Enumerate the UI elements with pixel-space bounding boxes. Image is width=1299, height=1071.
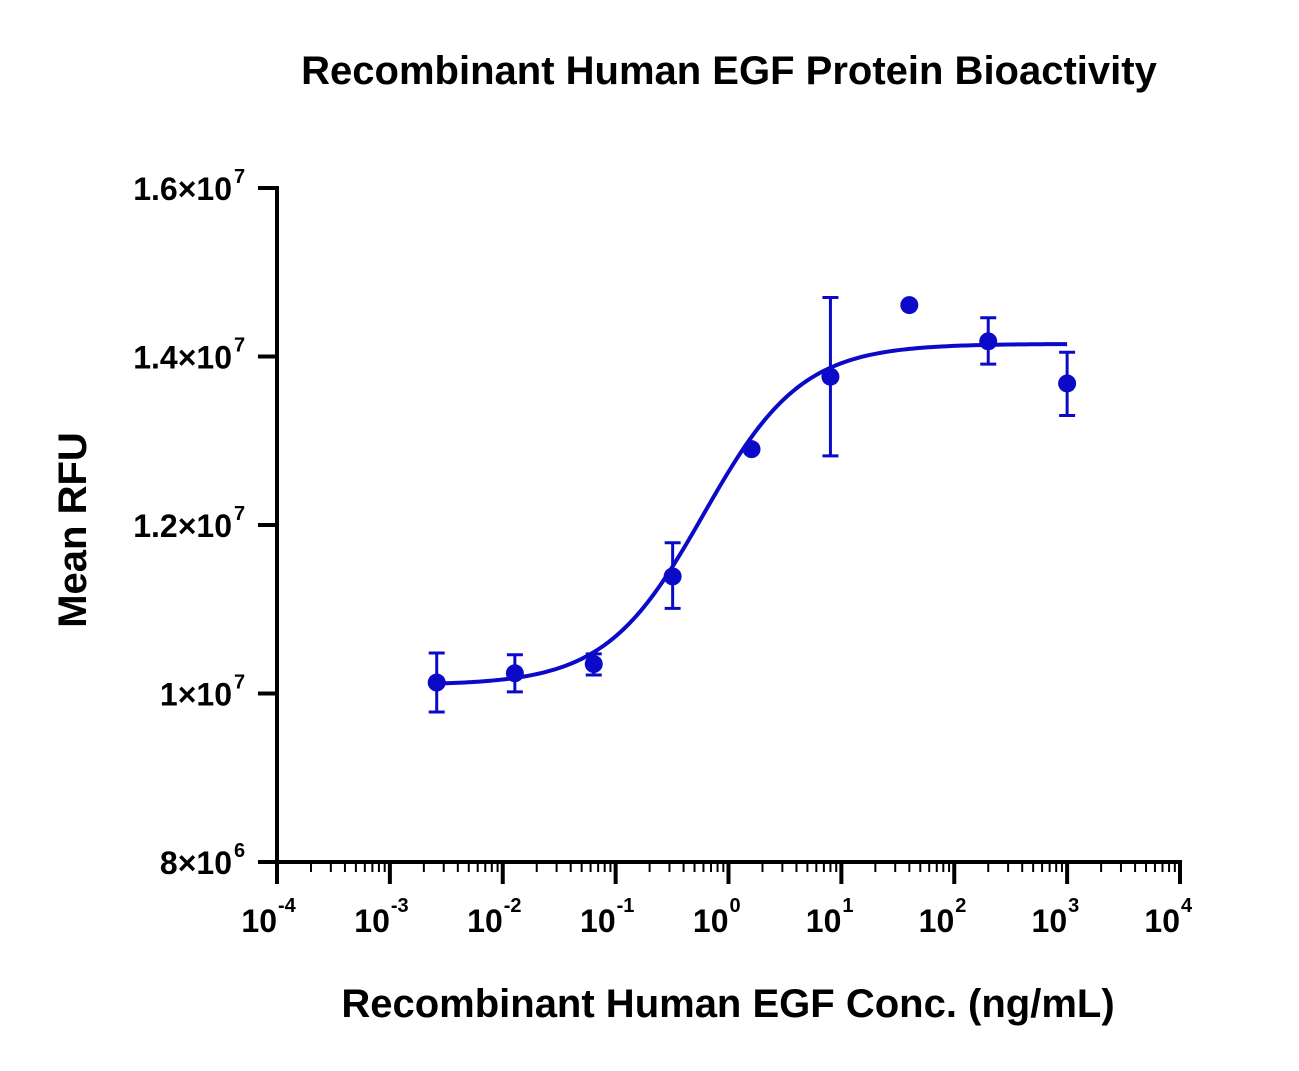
y-tick-exponent: 7 bbox=[234, 672, 245, 694]
x-tick-label: 10 bbox=[580, 903, 616, 939]
x-ticks: 10 -4 10 -3 10 -2 10 -1 10 0 10 1 10 2 10 3 10 4 bbox=[241, 862, 1193, 939]
fit-curve bbox=[436, 342, 1068, 686]
y-tick-label: 1×10 bbox=[160, 677, 232, 713]
x-tick-label: 10 bbox=[241, 903, 277, 939]
x-tick-label: 10 bbox=[806, 903, 842, 939]
y-tick-exponent: 7 bbox=[234, 503, 245, 525]
y-tick-exponent: 7 bbox=[234, 166, 245, 188]
y-axis-label: Mean RFU bbox=[51, 432, 95, 628]
x-tick-label: 10 bbox=[1144, 903, 1180, 939]
data-point bbox=[427, 673, 446, 692]
data-point bbox=[663, 567, 682, 586]
data-point bbox=[900, 296, 919, 315]
data-point bbox=[1058, 374, 1077, 393]
x-tick-exponent: -1 bbox=[617, 895, 635, 917]
y-tick-label: 8×10 bbox=[160, 845, 232, 881]
x-axis-label: Recombinant Human EGF Conc. (ng/mL) bbox=[341, 982, 1114, 1026]
x-tick-exponent: -3 bbox=[391, 895, 409, 917]
y-tick-label: 1.4×10 bbox=[133, 340, 232, 376]
x-tick-exponent: 1 bbox=[842, 895, 853, 917]
x-tick-exponent: 3 bbox=[1068, 895, 1079, 917]
x-tick-label: 10 bbox=[1032, 903, 1068, 939]
y-ticks: 8×10 61×10 71.2×10 71.4×10 71.6×10 7 bbox=[133, 166, 277, 881]
x-tick-label: 10 bbox=[919, 903, 955, 939]
y-tick-label: 1.2×10 bbox=[133, 508, 232, 544]
x-tick-exponent: 0 bbox=[730, 895, 741, 917]
x-tick-exponent: -4 bbox=[278, 895, 297, 917]
y-tick-exponent: 6 bbox=[234, 840, 245, 862]
data-point bbox=[505, 664, 524, 683]
data-point bbox=[742, 440, 761, 459]
x-tick-label: 10 bbox=[354, 903, 390, 939]
x-tick-label: 10 bbox=[467, 903, 503, 939]
data-point bbox=[821, 367, 840, 386]
data-point bbox=[979, 332, 998, 351]
x-tick-label: 10 bbox=[693, 903, 729, 939]
chart-title: Recombinant Human EGF Protein Bioactivit… bbox=[301, 49, 1157, 93]
data-points bbox=[427, 296, 1077, 692]
x-tick-exponent: 2 bbox=[955, 895, 966, 917]
x-tick-exponent: -2 bbox=[504, 895, 522, 917]
x-tick-exponent: 4 bbox=[1181, 895, 1193, 917]
y-tick-label: 1.6×10 bbox=[133, 171, 232, 207]
y-tick-exponent: 7 bbox=[234, 335, 245, 357]
data-point bbox=[584, 655, 603, 674]
error-bars bbox=[428, 296, 1076, 714]
